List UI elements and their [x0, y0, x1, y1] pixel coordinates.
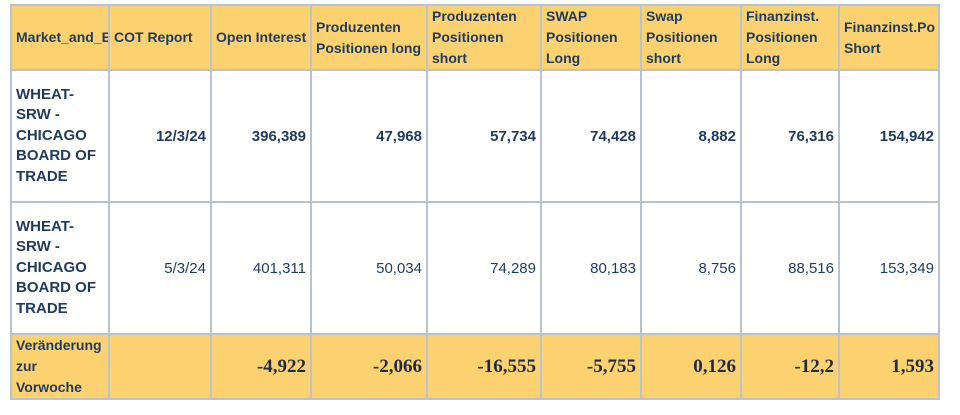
fin-short-cell: 153,349 — [838, 201, 940, 335]
swap-long-cell: 80,183 — [540, 201, 642, 335]
header-row: Market_and_E COT Report Open Interest Pr… — [10, 4, 940, 71]
header-swap-short: Swap Positionen short — [640, 4, 742, 71]
header-fin-long: Finanzinst. Positionen Long — [740, 4, 840, 71]
header-swap-long: SWAP Positionen Long — [540, 4, 642, 71]
swap-short-cell: 8,756 — [640, 201, 742, 335]
swap-long-cell: 74,428 — [540, 69, 642, 203]
open-interest-cell: 396,389 — [210, 69, 312, 203]
table-row: WHEAT-SRW - CHICAGO BOARD OF TRADE 5/3/2… — [10, 201, 940, 335]
header-producer-short: Produzenten Positionen short — [426, 4, 542, 71]
market-cell: WHEAT-SRW - CHICAGO BOARD OF TRADE — [10, 201, 110, 335]
open-interest-cell: 401,311 — [210, 201, 312, 335]
fin-long-cell: 88,516 — [740, 201, 840, 335]
change-date-cell — [108, 333, 212, 400]
report-date-cell: 12/3/24 — [108, 69, 212, 203]
header-open-interest: Open Interest — [210, 4, 312, 71]
table-row: WHEAT-SRW - CHICAGO BOARD OF TRADE 12/3/… — [10, 69, 940, 203]
change-producer-long: -2,066 — [310, 333, 428, 400]
producer-long-cell: 50,034 — [310, 201, 428, 335]
producer-long-cell: 47,968 — [310, 69, 428, 203]
producer-short-cell: 74,289 — [426, 201, 542, 335]
change-row: Veränderung zur Vorwoche -4,922 -2,066 -… — [10, 333, 940, 400]
header-producer-long: Produzenten Positionen long — [310, 4, 428, 71]
header-cot-report: COT Report — [108, 4, 212, 71]
report-date-cell: 5/3/24 — [108, 201, 212, 335]
change-open-interest: -4,922 — [210, 333, 312, 400]
header-fin-short: Finanzinst.Po Short — [838, 4, 940, 71]
cot-report-table: Market_and_E COT Report Open Interest Pr… — [10, 4, 940, 400]
change-fin-short: 1,593 — [838, 333, 940, 400]
change-producer-short: -16,555 — [426, 333, 542, 400]
fin-short-cell: 154,942 — [838, 69, 940, 203]
change-swap-long: -5,755 — [540, 333, 642, 400]
fin-long-cell: 76,316 — [740, 69, 840, 203]
market-cell: WHEAT-SRW - CHICAGO BOARD OF TRADE — [10, 69, 110, 203]
change-fin-long: -12,2 — [740, 333, 840, 400]
producer-short-cell: 57,734 — [426, 69, 542, 203]
header-market: Market_and_E — [10, 4, 110, 71]
swap-short-cell: 8,882 — [640, 69, 742, 203]
change-label: Veränderung zur Vorwoche — [10, 333, 110, 400]
change-swap-short: 0,126 — [640, 333, 742, 400]
